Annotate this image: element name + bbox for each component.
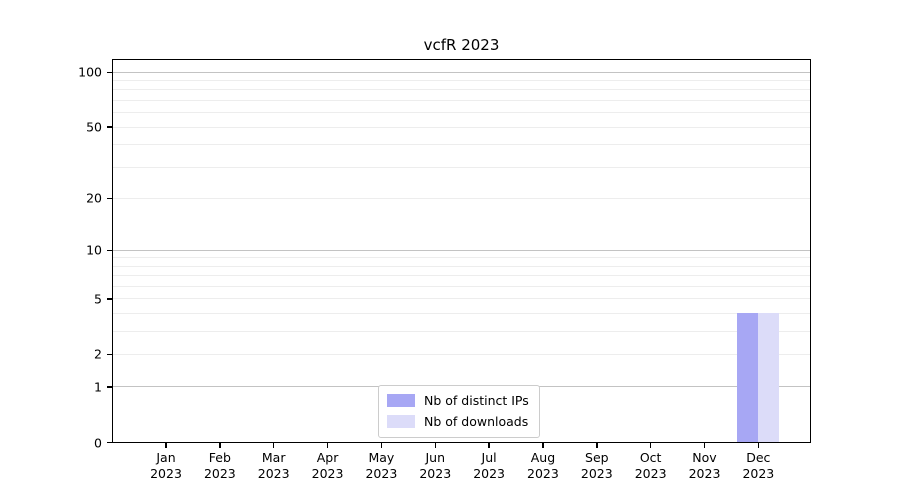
x-tick-label-dec: Dec 2023	[742, 450, 775, 482]
gridline-y-80	[113, 89, 810, 91]
y-tick-label-2: 2	[94, 346, 102, 362]
y-tick-10	[106, 249, 112, 251]
x-tick-9	[649, 443, 652, 449]
y-tick-5	[106, 298, 112, 300]
x-tick-2	[272, 443, 275, 449]
gridline-y-9	[113, 257, 810, 259]
x-tick-label-sep: Sep 2023	[580, 450, 613, 482]
x-tick-label-aug: Aug 2023	[527, 450, 559, 482]
y-tick-20	[106, 197, 112, 200]
chart-title: vcfR 2023	[423, 36, 500, 54]
y-tick-0	[106, 441, 112, 444]
y-tick-label-50: 50	[86, 119, 102, 135]
x-tick-6	[488, 443, 490, 449]
y-tick-label-10: 10	[86, 242, 102, 258]
gridline-y-20	[113, 197, 810, 199]
y-tick-1	[106, 386, 112, 388]
legend-label-downloads: Nb of downloads	[424, 414, 529, 429]
gridline-y-90	[113, 80, 810, 82]
x-tick-label-jul: Jul 2023	[473, 450, 505, 482]
legend-swatch-downloads-icon	[387, 415, 415, 428]
gridline-y-5	[113, 298, 810, 300]
y-tick-label-1: 1	[94, 379, 102, 395]
gridline-y-6	[113, 285, 810, 287]
gridline-y-30	[113, 166, 810, 168]
gridline-y-40	[113, 144, 810, 146]
legend-label-distinct-ips: Nb of distinct IPs	[424, 393, 529, 408]
y-tick-50	[106, 126, 112, 128]
bar-distinct-ips-11	[736, 312, 758, 442]
y-tick-2	[106, 353, 112, 356]
x-tick-11	[757, 443, 760, 449]
x-tick-5	[434, 443, 436, 449]
x-tick-label-jun: Jun 2023	[419, 450, 452, 482]
x-tick-1	[219, 443, 221, 449]
x-tick-10	[703, 443, 706, 449]
y-tick-label-20: 20	[86, 190, 102, 206]
gridline-y-3	[113, 330, 810, 332]
plot-area: Nb of distinct IPs Nb of downloads	[112, 59, 811, 443]
y-tick-label-5: 5	[94, 291, 102, 307]
gridline-y-7	[113, 275, 810, 277]
x-tick-label-nov: Nov 2023	[688, 450, 721, 482]
legend: Nb of distinct IPs Nb of downloads	[378, 385, 540, 438]
gridline-y-8	[113, 265, 810, 267]
y-tick-label-0: 0	[94, 435, 102, 451]
y-tick-100	[106, 71, 112, 74]
gridline-y-4	[113, 312, 810, 314]
x-tick-label-may: May 2023	[365, 450, 398, 482]
x-tick-label-apr: Apr 2023	[311, 450, 344, 482]
gridline-y-10	[113, 249, 810, 251]
x-tick-label-oct: Oct 2023	[634, 450, 667, 482]
legend-swatch-distinct-ips-icon	[387, 394, 415, 407]
gridline-y-50	[113, 126, 810, 128]
y-tick-label-100: 100	[78, 64, 102, 80]
gridline-y-60	[113, 112, 810, 114]
x-tick-4	[380, 443, 383, 449]
x-tick-label-jan: Jan 2023	[150, 450, 182, 482]
x-tick-label-feb: Feb 2023	[203, 450, 236, 482]
x-tick-8	[596, 443, 598, 449]
gridline-y-2	[113, 353, 810, 355]
gridline-y-70	[113, 100, 810, 102]
x-tick-label-mar: Mar 2023	[257, 450, 290, 482]
legend-entry-downloads: Nb of downloads	[387, 414, 529, 429]
gridline-y-100	[113, 71, 810, 73]
x-tick-0	[165, 443, 167, 449]
x-tick-3	[326, 443, 329, 449]
x-tick-7	[542, 443, 544, 449]
legend-entry-distinct-ips: Nb of distinct IPs	[387, 393, 529, 408]
bar-downloads-11	[757, 312, 779, 442]
